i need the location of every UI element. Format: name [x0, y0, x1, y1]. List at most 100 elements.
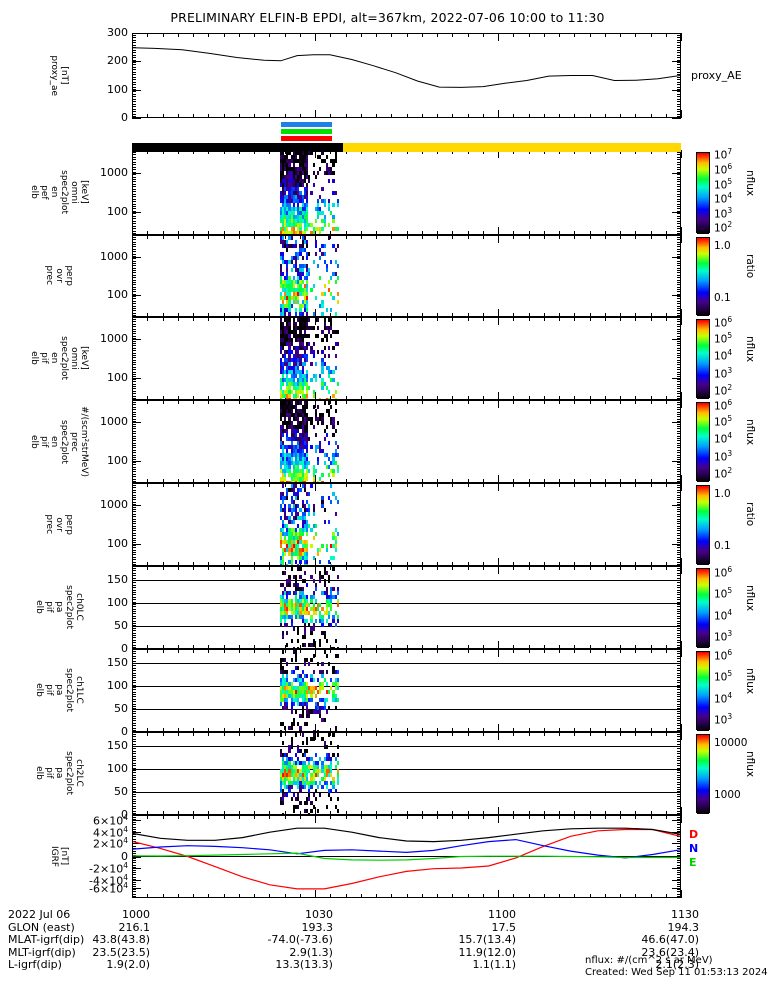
minor-tick — [132, 35, 136, 36]
colorbar-tick-label: 106 — [714, 315, 733, 330]
minor-tick — [650, 400, 652, 404]
minor-tick — [345, 562, 347, 566]
minor-tick — [677, 228, 681, 230]
minor-tick — [376, 313, 377, 317]
minor-tick — [452, 400, 454, 404]
minor-tick — [677, 549, 681, 551]
minor-tick — [208, 649, 210, 653]
major-tick — [498, 483, 500, 491]
minor-tick — [132, 589, 136, 591]
tick-mark — [672, 378, 681, 379]
minor-tick — [677, 715, 681, 717]
ylabel-line: elb — [34, 683, 44, 698]
minor-tick — [254, 566, 255, 570]
ytick-label: 0 — [121, 808, 128, 821]
minor-tick — [132, 193, 136, 195]
minor-tick — [132, 568, 136, 569]
major-tick — [681, 110, 682, 118]
minor-tick — [132, 267, 136, 269]
minor-tick — [132, 613, 136, 615]
ytick-label: 1000 — [100, 414, 128, 428]
footer-cell-lshell-2: 1.1(1.1) — [472, 958, 517, 972]
minor-tick — [513, 483, 515, 487]
minor-tick — [132, 896, 136, 897]
minor-tick — [162, 732, 164, 736]
minor-tick — [132, 845, 136, 847]
minor-tick — [677, 845, 681, 847]
minor-tick — [677, 108, 681, 110]
minor-tick — [132, 164, 136, 166]
minor-tick — [132, 263, 136, 264]
ytick-label: 50 — [114, 701, 128, 715]
minor-tick — [589, 479, 591, 483]
minor-tick — [284, 150, 286, 154]
panel-pif-prec-ovr-perp-ylabel: prec ovr perp — [20, 483, 98, 566]
minor-tick — [132, 549, 136, 551]
minor-tick — [528, 479, 530, 483]
minor-tick — [665, 483, 667, 487]
page-title: PRELIMINARY ELFIN-B EPDI, alt=367km, 202… — [170, 10, 605, 25]
minor-tick — [677, 623, 681, 625]
minor-tick — [482, 396, 484, 400]
minor-tick — [132, 208, 136, 210]
minor-tick — [284, 811, 286, 815]
minor-tick — [330, 894, 332, 898]
ytick-label: 150 — [107, 738, 128, 752]
minor-tick — [677, 156, 681, 158]
major-tick — [498, 150, 500, 158]
major-tick — [132, 150, 133, 158]
major-tick — [498, 33, 500, 41]
minor-tick — [677, 762, 681, 764]
minor-tick — [559, 33, 560, 37]
minor-tick — [299, 33, 301, 37]
minor-tick — [677, 442, 681, 444]
minor-tick — [345, 728, 347, 732]
minor-tick — [559, 732, 560, 736]
minor-tick — [437, 33, 438, 37]
minor-tick — [574, 732, 576, 736]
minor-tick — [437, 732, 438, 736]
minor-tick — [677, 393, 681, 395]
minor-tick — [677, 452, 681, 454]
minor-tick — [132, 864, 136, 866]
minor-tick — [132, 760, 136, 762]
minor-tick — [132, 54, 136, 56]
minor-tick — [620, 483, 621, 487]
minor-tick — [132, 352, 136, 354]
tick-mark — [132, 212, 141, 214]
minor-tick — [677, 620, 681, 622]
minor-tick — [177, 894, 179, 898]
minor-tick — [132, 328, 136, 330]
minor-tick — [132, 552, 136, 554]
footer-date: 2022 Jul 06 — [8, 908, 71, 921]
minor-tick — [345, 483, 347, 487]
minor-tick — [132, 501, 136, 503]
major-tick — [132, 235, 133, 243]
minor-tick — [437, 400, 438, 404]
minor-tick — [559, 649, 560, 653]
major-tick — [314, 558, 316, 566]
major-tick — [132, 807, 133, 815]
minor-tick — [677, 277, 681, 279]
minor-tick — [677, 672, 681, 674]
colorbar-tick-label: 105 — [714, 586, 733, 601]
minor-tick — [677, 218, 681, 220]
minor-tick — [132, 255, 136, 257]
minor-tick — [677, 281, 681, 283]
minor-tick — [162, 562, 164, 566]
minor-tick — [132, 826, 136, 828]
minor-tick — [635, 815, 637, 819]
minor-tick — [132, 670, 136, 672]
minor-tick — [467, 645, 469, 649]
minor-tick — [677, 525, 681, 527]
minor-tick — [284, 396, 286, 400]
minor-tick — [589, 313, 591, 317]
minor-tick — [677, 637, 681, 639]
minor-tick — [677, 727, 681, 729]
minor-tick — [452, 114, 454, 118]
minor-tick — [269, 732, 271, 736]
minor-tick — [132, 39, 136, 41]
minor-tick — [452, 479, 454, 483]
minor-tick — [177, 566, 179, 570]
minor-tick — [345, 150, 347, 154]
